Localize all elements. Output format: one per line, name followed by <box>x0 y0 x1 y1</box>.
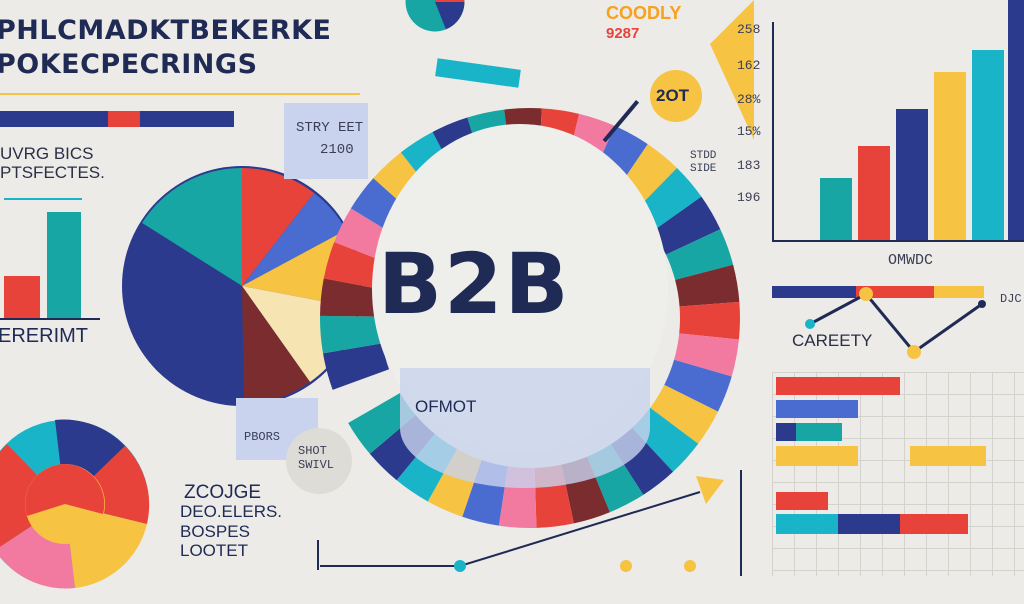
ring-segment <box>675 264 740 307</box>
legend-bar-navy-2 <box>140 111 234 127</box>
donut-inner-shade <box>400 368 650 488</box>
gantt-bar-3b <box>796 423 842 441</box>
coodly-number: 9287 <box>606 25 640 42</box>
djc-label: DJC <box>1000 292 1022 306</box>
card-text-2: 2100 <box>320 142 354 158</box>
center-title-b2b: B2B <box>378 235 571 333</box>
left-bar-baseline <box>0 318 100 320</box>
right-axis-tick-label: 183 <box>737 158 761 173</box>
right-axis-tick-label: 162 <box>737 58 761 73</box>
label-card <box>284 103 368 179</box>
right-legend-yellow <box>934 286 984 298</box>
stdd-label-1: STDD <box>690 150 717 162</box>
ring-segment <box>652 196 721 255</box>
gantt-bar-1 <box>776 377 900 395</box>
right-legend-red <box>856 286 934 298</box>
right-bar-4 <box>934 72 966 240</box>
ring-segment <box>664 359 732 412</box>
card-text-1: STRY EET <box>296 120 364 136</box>
year-bubble <box>650 70 702 122</box>
gantt-bar-4a <box>776 446 858 466</box>
right-chart-x-axis <box>772 240 1024 242</box>
ring-segment <box>674 333 739 377</box>
bottom-left-donut <box>0 419 150 589</box>
gantt-bar-3a <box>776 423 796 441</box>
right-line-chart <box>805 287 986 359</box>
ring-segment <box>323 343 390 390</box>
careety-label: CAREETY <box>792 331 873 350</box>
gantt-bar-6c <box>900 514 968 534</box>
legend-bar-red <box>108 111 140 127</box>
ring-segment <box>665 229 734 280</box>
right-bar-6 <box>1008 0 1024 240</box>
right-axis-tick-label: 15% <box>737 124 761 139</box>
legend-bar-navy <box>0 111 108 127</box>
left-label-mid: ERERIMT <box>0 325 88 347</box>
header-title-line-1: PHLCMADKTBEKERKE <box>0 15 332 46</box>
shot-label-1: SHOT <box>298 444 327 458</box>
left-label-top-1: UVRG BICS <box>0 144 94 163</box>
header-underline <box>0 93 360 95</box>
gantt-bar-6a <box>776 514 838 534</box>
ofmot-label: OFMOT <box>415 397 477 416</box>
right-axis-tick-label: 258 <box>737 22 761 37</box>
gantt-bar-5 <box>776 492 828 510</box>
bottom-label-3: BOSPES <box>180 522 250 541</box>
ring-segment <box>348 393 416 454</box>
shot-label-2: SWIVL <box>298 458 335 472</box>
right-bar-2 <box>858 146 890 240</box>
top-small-pie <box>405 0 465 32</box>
arrow-line <box>4 198 82 200</box>
ring-segment <box>679 301 740 340</box>
gantt-bar-2 <box>776 400 858 418</box>
left-bar-teal <box>47 212 81 318</box>
left-label-top-2: PTSFECTES. <box>0 163 105 182</box>
ring-segment <box>650 384 718 444</box>
pbors-label: PBORS <box>244 430 281 444</box>
omwdc-label: OMWDC <box>888 252 934 269</box>
header-title-line-2: POKECPECRINGS <box>0 49 258 80</box>
shot-circle <box>286 428 352 494</box>
right-bar-5 <box>972 50 1004 240</box>
bottom-tick-line <box>740 470 742 576</box>
stdd-label-2: SIDE <box>690 163 717 175</box>
right-axis-tick-label: 196 <box>737 190 761 205</box>
yellow-chevron <box>710 0 754 140</box>
year-bubble-text: 2OT <box>656 86 690 105</box>
right-bar-1 <box>820 178 852 240</box>
bottom-arrow-line <box>317 476 724 572</box>
bottom-label-1: ZCOJGE <box>184 482 262 503</box>
ring-segment <box>320 315 383 354</box>
right-chart-y-axis <box>772 22 774 240</box>
coodly-label: COODLY <box>606 3 682 23</box>
right-legend-navy <box>772 286 856 298</box>
right-axis-tick-label: 28% <box>737 92 761 107</box>
gantt-bar-4b <box>910 446 986 466</box>
ring-segment <box>320 278 383 317</box>
bottom-label-2: DEO.ELERS. <box>180 502 283 521</box>
bottom-label-4: LOOTET <box>180 541 249 560</box>
gantt-bar-6b <box>838 514 900 534</box>
left-bar-red <box>4 276 40 318</box>
right-bar-3 <box>896 109 928 240</box>
